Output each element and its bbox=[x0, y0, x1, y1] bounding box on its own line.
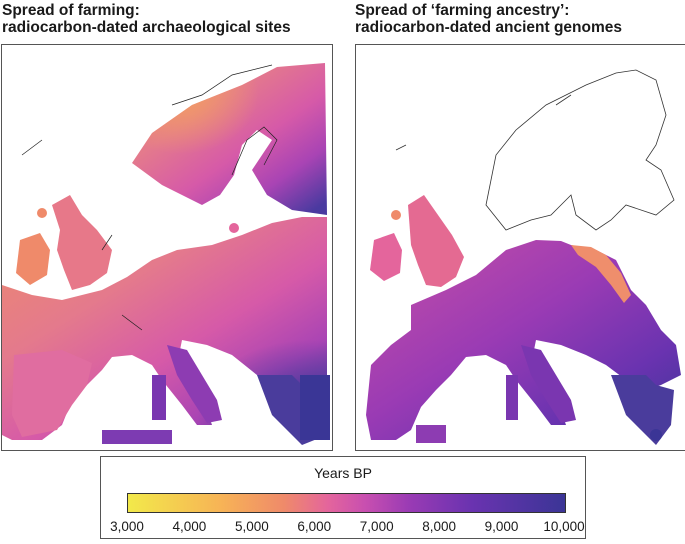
panel-title-line1: Spread of farming: bbox=[2, 2, 140, 19]
island-orkney bbox=[391, 210, 401, 220]
region-britain bbox=[52, 195, 112, 290]
island-crete bbox=[650, 429, 662, 441]
europe-map-svg bbox=[366, 69, 681, 445]
region-balkans bbox=[611, 375, 674, 445]
map-archaeological-sites bbox=[1, 44, 333, 451]
map-ancient-genomes bbox=[355, 44, 685, 451]
legend-tick-label: 5,000 bbox=[234, 519, 269, 534]
region-sardinia bbox=[506, 375, 518, 420]
legend-tick-label: 7,000 bbox=[359, 519, 394, 534]
europe-map-svg bbox=[2, 63, 330, 445]
legend: Years BP 3,000 4,000 5,000 6,000 7,000 8,000 9… bbox=[100, 456, 586, 539]
panel-title-farming: Spread of farming: radiocarbon-dated arc… bbox=[2, 2, 291, 36]
legend-color-bar bbox=[127, 493, 566, 513]
panel-title-line1: Spread of ‘farming ancestry’: bbox=[355, 2, 570, 19]
legend-tick-label: 6,000 bbox=[297, 519, 332, 534]
legend-title: Years BP bbox=[314, 465, 372, 481]
region-italy bbox=[167, 345, 222, 423]
region-anatolia bbox=[300, 375, 330, 440]
legend-tick-label: 4,000 bbox=[172, 519, 207, 534]
legend-tick-label: 8,000 bbox=[422, 519, 457, 534]
legend-tick-label: 10,000 bbox=[543, 519, 585, 534]
region-ireland bbox=[16, 233, 50, 285]
region-northeast-frontier bbox=[571, 245, 631, 303]
island-gotland bbox=[229, 223, 239, 233]
panel-title-line2: radiocarbon-dated archaeological sites bbox=[2, 19, 291, 36]
region-ireland bbox=[370, 233, 402, 281]
coastline-scandinavia bbox=[485, 69, 675, 231]
island-iceland bbox=[37, 208, 47, 218]
region-north-africa bbox=[102, 430, 172, 444]
panel-title-line2: radiocarbon-dated ancient genomes bbox=[355, 19, 622, 36]
region-sardinia bbox=[152, 375, 166, 420]
region-italy bbox=[521, 345, 576, 423]
region-north-africa bbox=[416, 425, 446, 443]
region-iberia bbox=[12, 350, 92, 437]
coastline bbox=[21, 64, 278, 331]
region-britain bbox=[408, 195, 464, 287]
legend-tick-label: 9,000 bbox=[484, 519, 519, 534]
panel-title-ancestry: Spread of ‘farming ancestry’: radiocarbo… bbox=[355, 2, 622, 36]
region-continent bbox=[366, 240, 681, 440]
legend-tick-label: 3,000 bbox=[110, 519, 144, 534]
